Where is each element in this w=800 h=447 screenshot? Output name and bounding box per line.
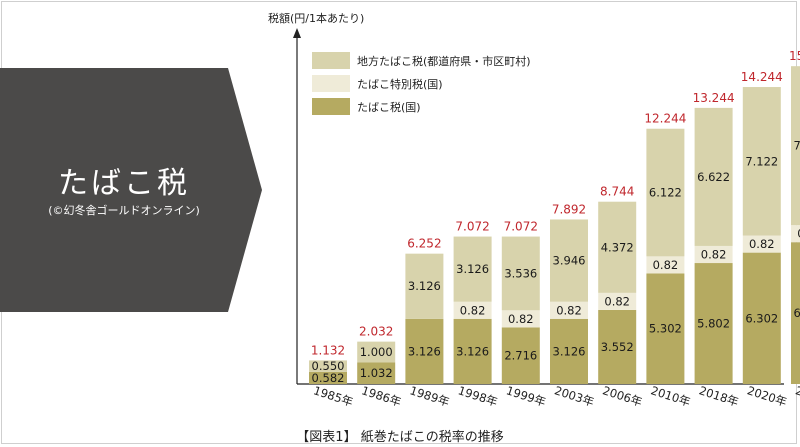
- x-tick-label: 2020年: [745, 383, 788, 409]
- x-tick-label: 1986年: [360, 383, 403, 409]
- segment-value-label: 1.032: [360, 366, 393, 380]
- bar-segment: [453, 236, 492, 302]
- x-tick-labels: 1985年 1986年 1989年 1998年 1999年 2003年 2006年 2010年…: [312, 383, 800, 409]
- segment-value-label: 3.126: [408, 279, 441, 293]
- bar-segment: [598, 309, 637, 384]
- bar-segment: [453, 301, 492, 319]
- bar-segment: [742, 235, 781, 253]
- segment-value-label: 0.82: [556, 303, 582, 317]
- bar-segment: [598, 292, 637, 310]
- tax-rate-chart: 税額(円/1本あたり) 地方たばこ税(都道府県・市区町村) たばこ特別税(国) たば…: [268, 11, 800, 409]
- segment-value-label: 3.126: [553, 344, 586, 358]
- segment-value-label: 6.622: [697, 170, 730, 184]
- segment-value-label: 6.122: [649, 186, 682, 200]
- total-value-label: 8.744: [600, 185, 634, 199]
- badge-shape: [0, 68, 262, 312]
- legend-swatch-1: [312, 75, 350, 92]
- legend-swatch-0: [312, 98, 350, 115]
- bar-segment: [405, 253, 444, 319]
- x-tick-label: 1989年: [408, 383, 451, 409]
- bar-segment: [742, 87, 781, 236]
- bar-segment: [453, 318, 492, 384]
- x-tick-label: 1985年: [312, 383, 355, 409]
- segment-value-label: 4.372: [601, 240, 634, 254]
- x-tick-label: 1999年: [504, 383, 547, 409]
- segment-value-label: 6.802: [794, 306, 800, 320]
- total-value-label: 7.072: [504, 220, 538, 234]
- segment-value-label: 2.716: [504, 349, 537, 363]
- segment-value-label: 5.802: [697, 317, 730, 331]
- total-value-label: 7.892: [552, 202, 586, 216]
- segment-value-label: 3.946: [553, 254, 586, 268]
- segment-value-label: 0.550: [312, 359, 345, 373]
- total-value-label: 15.244: [789, 49, 800, 63]
- bar-segment: [309, 371, 347, 384]
- y-axis-label: 税額(円/1本あたり): [268, 11, 364, 25]
- bar-segment: [742, 252, 781, 384]
- total-value-label: 12.244: [644, 112, 686, 126]
- segment-value-label: 0.82: [508, 312, 534, 326]
- bar-segment: [791, 242, 800, 384]
- bar-segment: [694, 263, 733, 384]
- segment-value-label: 0.82: [749, 237, 775, 251]
- bar-segment: [357, 341, 396, 363]
- badge-subtitle: (©幻冬舎ゴールドオンライン): [48, 204, 200, 217]
- bar-segment: [357, 362, 396, 384]
- bar-segment: [694, 245, 733, 264]
- segment-value-label: 3.536: [504, 266, 537, 280]
- badge-title: たばこ税: [58, 166, 190, 201]
- total-value-label: 2.032: [359, 325, 393, 339]
- bar-segment: [501, 327, 540, 384]
- segment-value-label: 7.122: [745, 154, 778, 168]
- bar-segment: [501, 236, 540, 311]
- segment-value-label: 1.000: [360, 345, 393, 359]
- legend-label-0: たばこ税(国): [357, 100, 421, 114]
- segment-value-label: 3.126: [408, 344, 441, 358]
- segment-value-label: 0.82: [604, 294, 630, 308]
- total-value-label: 7.072: [455, 220, 489, 234]
- bar-segment: [550, 318, 588, 384]
- total-value-label: 13.244: [693, 91, 735, 105]
- segment-value-label: 0.82: [701, 247, 727, 261]
- legend-label-1: たばこ特別税(国): [357, 77, 443, 91]
- bar-segment: [694, 107, 733, 246]
- bar-segment: [405, 318, 444, 384]
- x-tick-label: 2010年: [649, 383, 692, 409]
- segment-value-label: 0.82: [460, 303, 486, 317]
- total-value-label: 1.132: [311, 343, 345, 357]
- x-tick-label: 2003年: [553, 383, 596, 409]
- segment-value-label: 6.302: [745, 311, 778, 325]
- x-tick-label: 2006年: [601, 383, 644, 409]
- bar-segment: [550, 219, 588, 302]
- legend-swatch-2: [312, 52, 350, 69]
- total-value-label: 6.252: [407, 237, 441, 251]
- segment-value-label: 3.552: [601, 340, 634, 354]
- total-value-label: 14.244: [741, 70, 783, 84]
- segment-value-label: 0.582: [312, 371, 345, 385]
- bar-segment: [550, 301, 588, 319]
- segment-value-label: 5.302: [649, 322, 682, 336]
- x-tick-label: 2021年: [794, 383, 800, 409]
- legend-label-2: 地方たばこ税(都道府県・市区町村): [357, 54, 531, 68]
- segment-value-label: 0.82: [653, 258, 679, 272]
- segment-value-label: 3.126: [456, 262, 489, 276]
- bar-segment: [646, 256, 685, 274]
- title-badge: [0, 68, 262, 312]
- bar-segment: [646, 273, 685, 384]
- segment-value-label: 3.126: [456, 344, 489, 358]
- y-axis-arrow: [293, 28, 301, 38]
- bar-segment: [791, 66, 800, 226]
- segment-value-label: 0.82: [797, 227, 800, 241]
- x-tick-label: 1998年: [456, 383, 499, 409]
- x-tick-label: 2018年: [697, 383, 740, 409]
- segment-value-label: 7.622: [794, 139, 800, 153]
- bar-segment: [309, 360, 347, 372]
- bar-segment: [646, 128, 685, 257]
- bar-segment: [501, 310, 540, 328]
- bar-segment: [598, 201, 637, 293]
- legend: 地方たばこ税(都道府県・市区町村) たばこ特別税(国) たばこ税(国): [312, 52, 531, 115]
- bar-segment: [791, 225, 800, 243]
- caption: 【図表1】 紙巻たばこの税率の推移: [296, 430, 504, 445]
